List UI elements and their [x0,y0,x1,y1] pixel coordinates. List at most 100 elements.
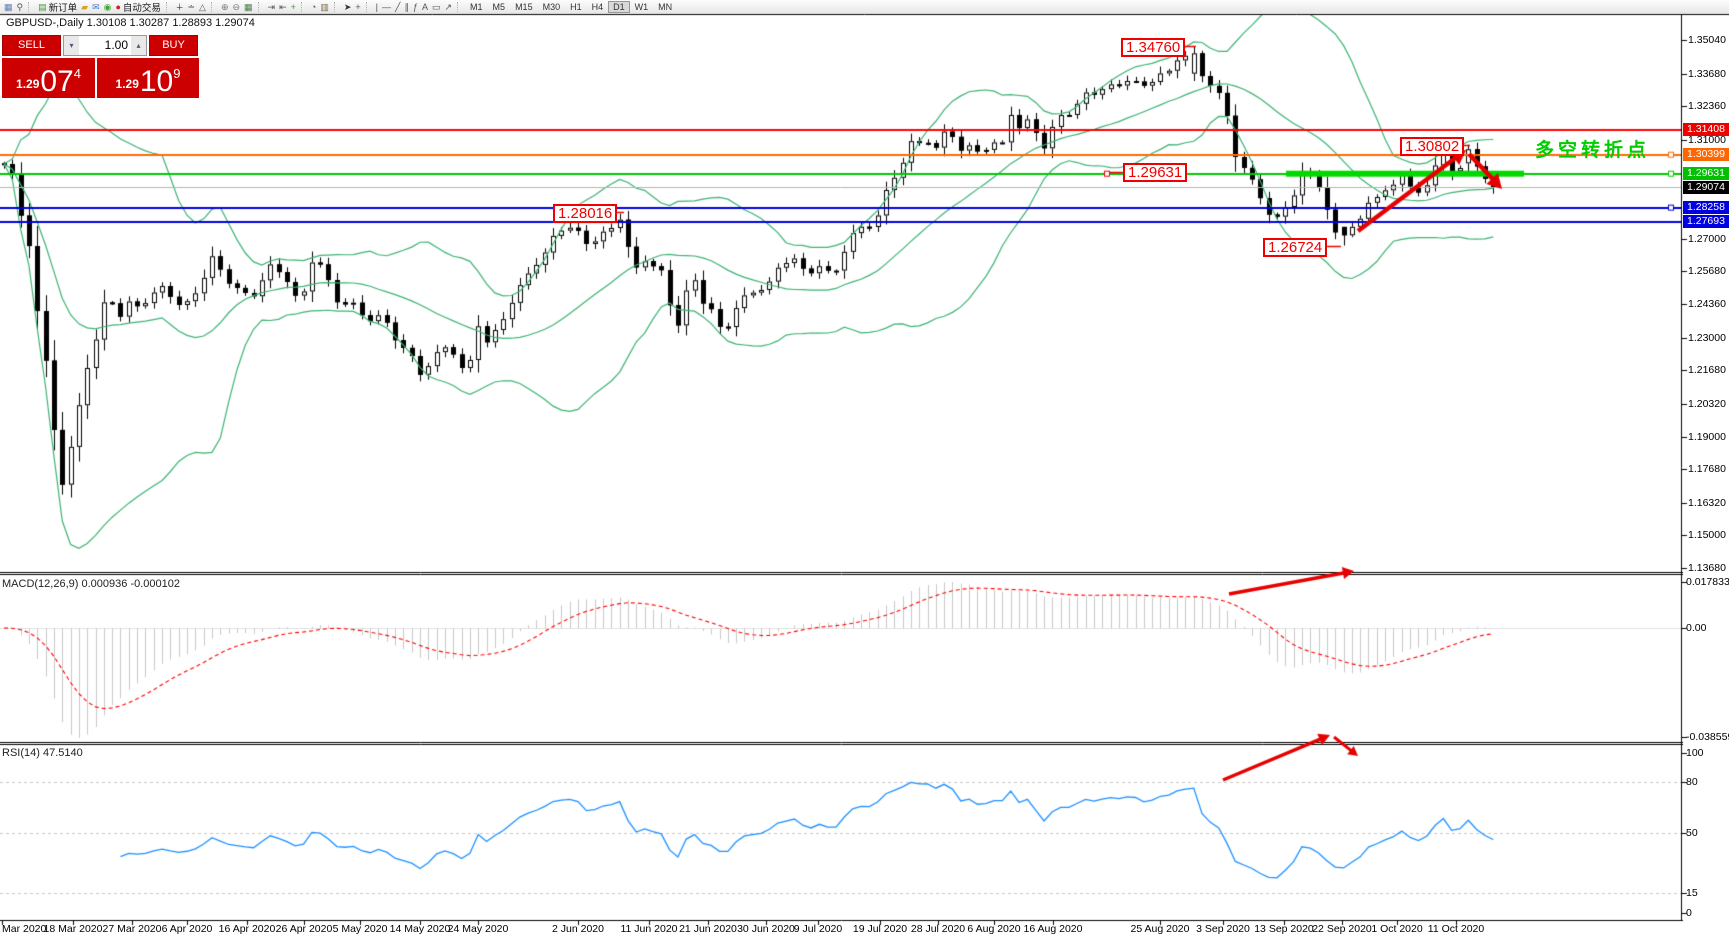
zoom-in-icon[interactable]: ⊕ [220,1,229,12]
date-axis-label: 21 Jun 2020 [679,923,737,935]
price-axis-tick-label: 1.32360 [1688,100,1726,113]
toolbar-separator [165,1,171,12]
date-axis-label: 5 May 2020 [332,923,388,935]
toolbar-separator [365,1,371,12]
price-axis-tick-label: 1.31000 [1688,133,1726,146]
price-axis-tick-label: 1.23000 [1688,331,1726,344]
autotrading-button[interactable]: ● 自动交易 [115,1,161,14]
chart-window-icon[interactable]: ▦ [4,1,13,12]
price-level-badge: 1.28258 [1683,201,1729,215]
date-axis-label: 6 Aug 2020 [967,923,1021,935]
macd-label: MACD(12,26,9) 0.000936 -0.000102 [2,578,180,590]
auto-scroll-icon[interactable]: ⇥ [267,1,276,12]
lot-size-value[interactable]: 1.00 [104,38,128,52]
toolbar: ▦ ⚲ ▤ 新订单 ▰ ✉ ◉ ● 自动交易 ∔ ∸ △ ⊕ ⊖ ▦ ⇥ ⇤ + ◔ ▥ ➤ + | — ╱ ∥ ƒ A ▭ ↗ M1 M5 M… [0,0,1729,14]
rsi-axis-label: 100 [1686,747,1704,759]
cn-annotation-note: 多空转折点 [1535,140,1651,161]
date-axis-label: 1 Oct 2020 [1371,923,1423,935]
fibonacci-icon[interactable]: ƒ [412,1,418,12]
history-center-icon[interactable]: ▰ [81,1,89,12]
price-level-badge: 1.27693 [1683,215,1729,229]
timeframe-button-m15[interactable]: M15 [510,1,538,13]
date-axis-label: 9 Jul 2020 [793,923,843,935]
price-axis-tick-label: 1.20320 [1688,397,1726,410]
date-axis-label: 14 May 2020 [389,923,451,935]
date-axis-label: 3 Sep 2020 [1196,923,1250,935]
timeframe-button-mn[interactable]: MN [653,1,677,13]
shapes-icon[interactable]: ↗ [444,1,453,12]
timeframe-button-h1[interactable]: H1 [565,1,587,13]
timeframe-button-m5[interactable]: M5 [488,1,511,13]
timeframe-button-m1[interactable]: M1 [465,1,488,13]
new-order-button[interactable]: ▤ 新订单 [38,1,78,14]
date-axis-label: Mar 2020 [2,923,47,935]
buy-price-box[interactable]: 1.29 10 9 [97,58,199,98]
period-dropdown-icon[interactable]: ◔ [310,1,317,12]
text-icon[interactable]: A [421,1,428,12]
lot-decrease-button[interactable]: ▾ [64,36,79,55]
one-click-trading-panel: SELL ▾ 1.00 ▴ BUY 1.29 07 4 1.29 10 9 [2,35,199,98]
mailbox-icon[interactable]: ✉ [92,1,100,12]
price-level-badge: 1.29631 [1683,167,1729,181]
buy-button[interactable]: BUY [149,35,198,56]
buy-price-small: 1.29 [115,77,139,91]
new-chart-icon[interactable]: + [290,1,296,12]
sell-price-small: 1.29 [16,77,40,91]
label-icon[interactable]: ▭ [431,1,441,12]
toolbar-separator [457,1,462,12]
macd-axis-label: -0.038559 [1686,731,1729,743]
zoom-out-icon[interactable]: ⊖ [232,1,241,12]
vertical-line-icon[interactable]: | [375,1,379,12]
date-axis-label: 28 Jul 2020 [910,923,966,935]
price-axis-tick-label: 1.24360 [1688,298,1726,310]
buy-price-sup: 9 [173,66,181,81]
timeframe-button-m30[interactable]: M30 [538,1,566,13]
market-watch-icon[interactable]: ⚲ [16,1,24,12]
sell-button[interactable]: SELL [2,35,61,56]
channel-icon[interactable]: ∥ [404,1,409,12]
rsi-label: RSI(14) 47.5140 [2,747,83,759]
sell-price-sup: 4 [73,66,81,81]
timeframe-button-h4[interactable]: H4 [587,1,609,13]
rsi-axis-label: 50 [1686,827,1698,839]
price-callout: 1.26724 [1263,238,1328,257]
date-axis-label: 24 May 2020 [447,923,509,935]
chart-shift-icon[interactable]: ⇤ [279,1,287,12]
timeframe-button-d1[interactable]: D1 [608,0,630,13]
horizontal-line-icon[interactable]: — [382,1,392,12]
price-axis-tick-label: 1.19000 [1688,430,1726,443]
date-axis-label: 13 Sep 2020 [1254,923,1314,935]
trendline-icon[interactable]: ╱ [395,1,401,12]
date-axis-label: 18 Mar 2020 [43,923,103,935]
toolbar-separator [257,1,263,12]
lot-increase-button[interactable]: ▴ [131,36,146,55]
date-axis-label: 30 Jun 2020 [737,923,795,935]
indicators-icon[interactable]: ∔ [175,1,184,12]
chart-symbol-title: GBPUSD-,Daily 1.30108 1.30287 1.28893 1.… [6,17,255,29]
crosshair-icon[interactable]: + [355,1,361,12]
toolbar-separator [300,1,306,12]
rsi-axis-label: 0 [1686,907,1692,919]
indicator-windows-icon[interactable]: ∸ [187,1,196,12]
objects-icon[interactable]: △ [199,1,206,12]
price-callout: 1.30802 [1400,137,1465,156]
price-level-badge: 1.30399 [1683,148,1729,162]
price-axis-tick-label: 1.35040 [1688,34,1726,46]
cursor-icon[interactable]: ➤ [343,1,352,12]
toolbar-separator [333,1,339,12]
price-callout: 1.28016 [553,204,618,223]
date-axis-label: 11 Jun 2020 [620,923,678,935]
price-axis-tick-label: 1.25680 [1688,265,1726,278]
templates-dropdown-icon[interactable]: ▥ [320,1,329,12]
sell-price-box[interactable]: 1.29 07 4 [2,58,95,98]
toolbar-separator [210,1,216,12]
rsi-axis-label: 15 [1686,887,1698,899]
timeframe-button-w1[interactable]: W1 [630,1,654,13]
date-axis-label: 26 Apr 2020 [275,923,333,935]
lot-stepper[interactable]: ▾ 1.00 ▴ [63,35,147,56]
signals-icon[interactable]: ◉ [103,1,112,12]
price-level-badge: 1.29074 [1683,180,1729,194]
date-axis-label: 19 Jul 2020 [852,923,908,935]
tile-windows-icon[interactable]: ▦ [244,1,253,12]
